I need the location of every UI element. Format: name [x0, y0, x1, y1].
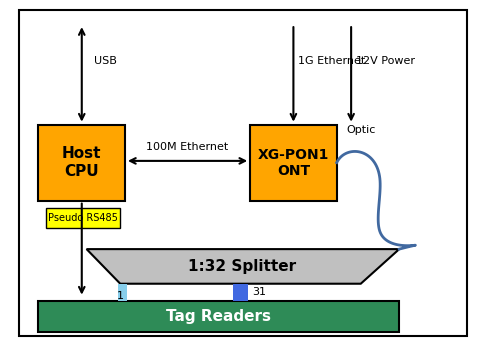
FancyBboxPatch shape: [19, 10, 466, 336]
Text: 12V Power: 12V Power: [355, 56, 414, 65]
Text: Host
CPU: Host CPU: [62, 146, 101, 179]
FancyBboxPatch shape: [233, 284, 247, 301]
Text: Pseudo RS485: Pseudo RS485: [48, 213, 118, 223]
Text: 1G Ethernet: 1G Ethernet: [298, 56, 365, 65]
Text: 1: 1: [117, 291, 123, 301]
Text: Optic: Optic: [346, 125, 375, 135]
Text: Tag Readers: Tag Readers: [166, 309, 271, 324]
Polygon shape: [86, 249, 398, 284]
FancyBboxPatch shape: [38, 301, 398, 332]
Text: 31: 31: [252, 287, 266, 297]
FancyBboxPatch shape: [38, 125, 125, 201]
Text: 1:32 Splitter: 1:32 Splitter: [187, 259, 295, 274]
Text: XG-PON1
ONT: XG-PON1 ONT: [257, 147, 328, 178]
FancyBboxPatch shape: [250, 125, 336, 201]
Text: 100M Ethernet: 100M Ethernet: [146, 142, 228, 152]
FancyBboxPatch shape: [46, 208, 120, 228]
FancyBboxPatch shape: [118, 284, 127, 301]
Text: USB: USB: [94, 56, 117, 65]
